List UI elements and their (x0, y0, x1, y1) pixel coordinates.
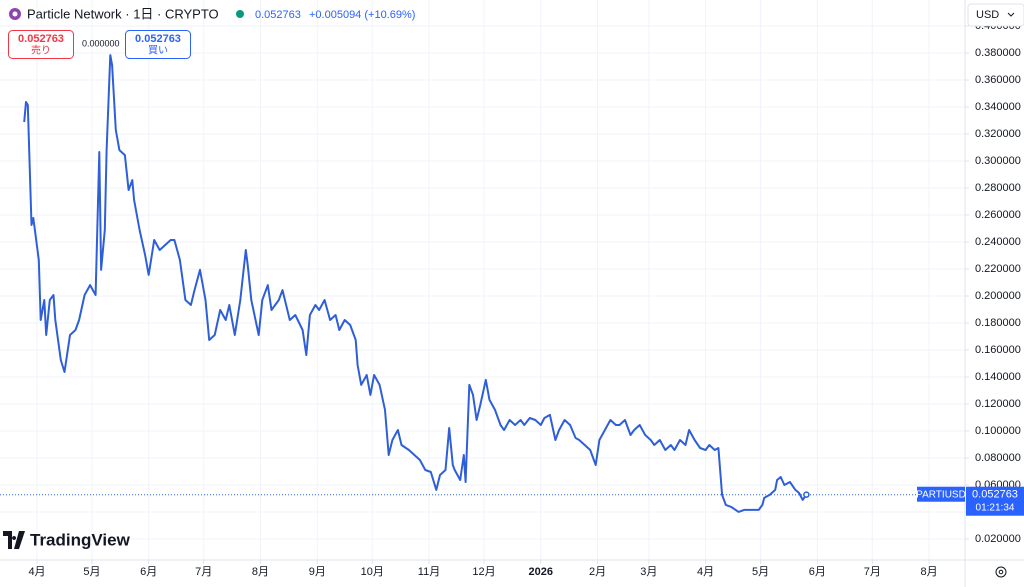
logo-icon (3, 531, 25, 549)
price-tag-bg (966, 486, 1024, 516)
y-tick-label: 0.320000 (975, 128, 1021, 140)
settings-icon[interactable] (995, 566, 1007, 578)
y-tick-label: 0.340000 (975, 101, 1021, 113)
y-tick-label: 0.260000 (975, 209, 1021, 221)
price-tag-value: 0.052763 (972, 489, 1018, 501)
y-tick-label: 0.240000 (975, 236, 1021, 248)
y-tick-label: 0.140000 (975, 371, 1021, 383)
last-point (803, 491, 810, 498)
header-change: +0.005094 (+10.69%) (309, 9, 415, 21)
x-tick-label: 4月 (28, 566, 45, 578)
y-tick-label: 0.280000 (975, 182, 1021, 194)
y-tick-label: 0.300000 (975, 155, 1021, 167)
sell-price[interactable]: 0.052763 (18, 33, 64, 45)
x-tick-label: 8月 (921, 566, 938, 578)
y-tick-label: 0.080000 (975, 452, 1021, 464)
symbol-tag: PARTIUSD (916, 489, 966, 500)
buy-button[interactable] (125, 30, 191, 59)
header-price: 0.052763 (255, 9, 301, 21)
y-tick-label: 0.020000 (975, 533, 1021, 545)
x-tick-label: 5月 (83, 566, 100, 578)
x-tick-label: 6月 (809, 566, 826, 578)
currency-selector[interactable] (967, 3, 1024, 27)
x-tick-label: 12月 (472, 566, 495, 578)
x-tick-label: 8月 (252, 566, 269, 578)
x-tick-label: 2月 (589, 566, 606, 578)
y-tick-label: 0.380000 (975, 47, 1021, 59)
price-line (23, 54, 808, 513)
x-tick-label: 10月 (361, 566, 384, 578)
market-status (236, 10, 244, 18)
x-tick-label: 7月 (195, 566, 212, 578)
grid (0, 0, 965, 560)
axes: 0.0200000.0400000.0600000.0800000.100000… (28, 20, 1020, 578)
x-tick-label: 9月 (309, 566, 326, 578)
buy-label[interactable]: 買い (148, 45, 168, 57)
x-tick-label: 3月 (640, 566, 657, 578)
sell-button[interactable] (8, 30, 74, 59)
x-tick-label: 2026 (529, 566, 553, 578)
currency[interactable]: USD (976, 9, 999, 21)
symbol-tag-bg (917, 486, 965, 502)
logo-text: TradingView (30, 530, 131, 549)
spread: 0.000000 (82, 38, 120, 48)
price-tag-countdown: 01:21:34 (976, 502, 1015, 513)
sell-label[interactable]: 売り (31, 44, 51, 57)
x-tick-label: 7月 (864, 566, 881, 578)
buy-price[interactable]: 0.052763 (135, 33, 181, 45)
x-tick-label: 5月 (752, 566, 769, 578)
symbol-title: Particle Network · 1日 · CRYPTO (27, 6, 219, 21)
y-tick-label: 0.220000 (975, 263, 1021, 275)
plot (0, 54, 965, 513)
symbol-icon-inner (12, 11, 18, 17)
y-tick-label: 0.360000 (975, 74, 1021, 86)
x-tick-label: 4月 (697, 566, 714, 578)
dropdown-arrow (1007, 12, 1015, 17)
y-tick-label: 0.100000 (975, 425, 1021, 437)
x-tick-label: 11月 (418, 566, 440, 578)
y-tick-label: 0.180000 (975, 317, 1021, 329)
y-tick-label: 0.200000 (975, 290, 1021, 302)
x-tick-label: 6月 (140, 566, 157, 578)
settings-icon-inner (998, 569, 1004, 575)
y-tick-label: 0.160000 (975, 344, 1021, 356)
y-tick-label: 0.120000 (975, 398, 1021, 410)
